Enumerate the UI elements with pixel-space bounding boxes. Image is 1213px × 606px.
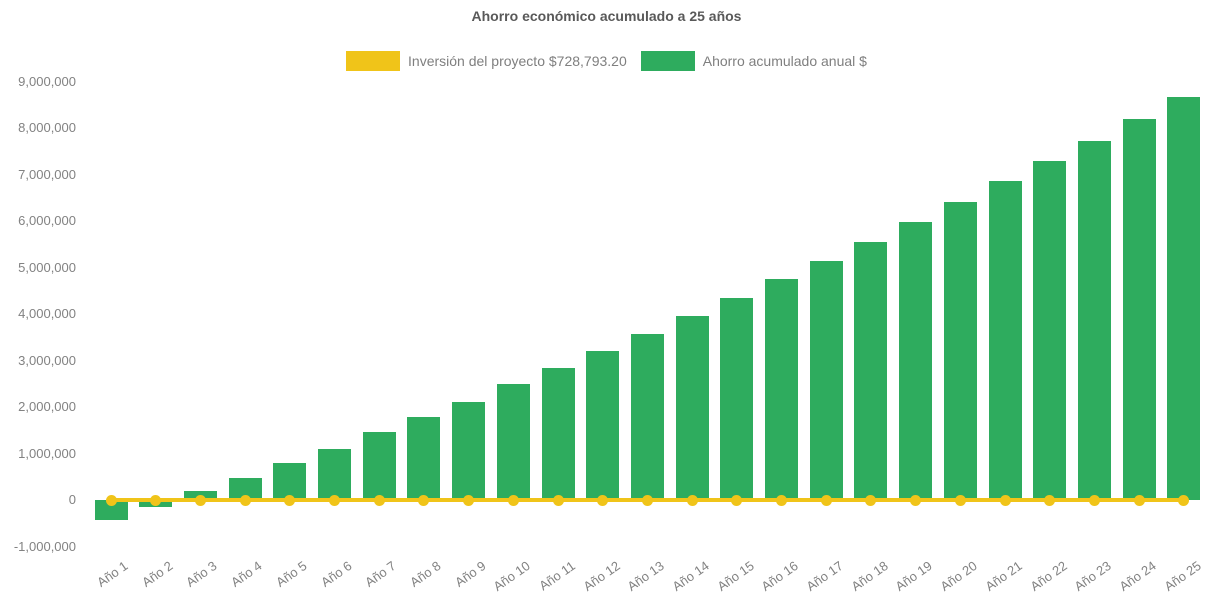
bar-año-8 [407,416,441,500]
investment-marker [150,494,162,506]
investment-marker [1133,494,1145,506]
bar-año-19 [899,221,933,500]
investment-marker [418,494,430,506]
investment-marker [373,494,385,506]
x-tick-label: Año 1 [94,558,131,590]
legend-label-ahorro: Ahorro acumulado anual $ [702,53,867,69]
investment-marker [820,494,832,506]
bar-año-1 [94,500,128,520]
y-tick-label: 5,000,000 [18,259,76,275]
bar-año-5 [273,462,307,500]
x-tick-label: Año 7 [362,558,399,590]
investment-marker [507,494,519,506]
x-tick-label: Año 8 [407,558,444,590]
legend-item-ahorro: Ahorro acumulado anual $ [640,51,867,71]
investment-marker [329,494,340,506]
bar-año-17 [809,260,843,500]
investment-marker [731,494,743,506]
x-tick-label: Año 4 [228,558,265,590]
bar-año-20 [943,201,977,500]
bar-año-18 [854,241,888,500]
x-tick-label: Año 19 [892,558,936,594]
bar-año-23 [1077,140,1111,500]
x-tick-label: Año 6 [317,558,355,590]
y-tick-label: 6,000,000 [18,213,76,228]
legend-label-inversion: Inversión del proyecto $728,793.20 [408,53,627,69]
y-tick-label: -1,000,000 [13,538,76,554]
bar-año-10 [496,384,530,500]
x-tick-label: Año 10 [490,558,533,594]
bar-año-9 [452,401,486,500]
x-tick-label: Año 9 [451,558,489,590]
x-tick-label: Año 18 [848,558,891,594]
y-tick-label: 0 [68,492,76,507]
investment-marker [910,494,922,506]
bar-año-7 [362,432,396,500]
x-tick-label: Año 23 [1071,558,1115,594]
investment-marker [284,494,296,506]
legend: Inversión del proyecto $728,793.20 Ahorr… [0,51,1213,71]
investment-marker [776,494,787,506]
x-tick-label: Año 11 [536,558,578,594]
investment-marker [954,494,966,506]
y-tick-label: 8,000,000 [18,120,76,135]
investment-marker [1178,494,1190,506]
bar-año-25 [1167,97,1201,500]
x-tick-label: Año 13 [624,558,668,594]
y-tick-label: 7,000,000 [18,166,76,182]
x-tick-label: Año 22 [1026,558,1070,594]
bar-año-6 [318,449,351,500]
y-tick-label: 2,000,000 [18,399,76,414]
x-tick-label: Año 14 [669,558,712,594]
bar-año-4 [228,478,262,500]
x-tick-label: Año 21 [982,558,1025,594]
bar-año-11 [541,367,575,500]
investment-marker [686,494,698,506]
chart-title: Ahorro económico acumulado a 25 años [471,8,742,24]
x-tick-label: Año 3 [183,558,221,590]
bar-año-16 [765,279,798,500]
investment-marker [597,494,609,506]
bar-año-12 [586,350,620,500]
y-tick-label: 4,000,000 [18,306,76,321]
legend-item-inversion: Inversión del proyecto $728,793.20 [346,51,627,71]
y-tick-label: 3,000,000 [18,352,76,368]
x-tick-label: Año 24 [1116,558,1159,594]
investment-marker [194,494,206,506]
x-tick-label: Año 5 [272,558,310,590]
x-tick-label: Año 20 [937,558,980,594]
investment-marker [1088,494,1100,506]
investment-marker [552,494,564,506]
bar-año-24 [1122,119,1156,500]
investment-marker [105,494,117,506]
x-tick-label: Año 2 [138,558,176,590]
investment-marker [463,494,475,506]
bar-año-21 [988,181,1022,500]
legend-swatch-ahorro [640,51,695,71]
bar-año-15 [720,298,754,500]
y-tick-label: 9,000,000 [18,73,76,89]
x-tick-label: Año 15 [714,558,757,594]
x-tick-label: Año 16 [758,558,802,594]
bar-año-13 [630,333,664,500]
investment-marker [239,494,251,506]
legend-swatch-inversion [346,51,401,71]
x-tick-label: Año 25 [1161,558,1204,594]
bar-año-14 [675,316,709,500]
investment-marker [1044,494,1056,506]
x-tick-label: Año 17 [803,558,846,594]
investment-marker [641,494,653,506]
investment-marker [865,494,877,506]
investment-marker [999,494,1011,506]
x-tick-label: Año 12 [579,558,623,594]
y-tick-label: 1,000,000 [18,445,76,461]
bar-año-22 [1033,161,1067,500]
